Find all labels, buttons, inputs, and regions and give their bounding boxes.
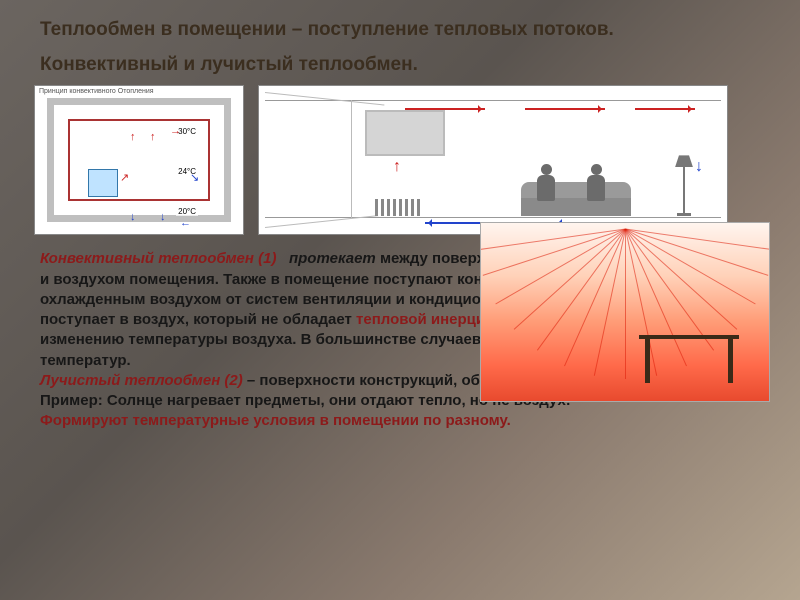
hot-arrow-icon (405, 108, 485, 110)
ray-line (625, 228, 755, 304)
table-silhouette (639, 335, 739, 383)
cold-arrow-icon: ↓ (130, 211, 136, 223)
ray-line (564, 228, 626, 365)
hot-arrow-icon: → (170, 125, 181, 137)
d2-back-wall (351, 100, 352, 218)
d1-room: 30°C 24°C 20°C ↑ ↑ → ↓ ↓ ← ↗ ↘ (68, 119, 210, 201)
cold-arrow-icon: ↓ (160, 211, 166, 223)
d2-perspective-line (265, 92, 384, 106)
conclusion: Формируют температурные условия в помеще… (40, 412, 511, 429)
d2-floor-lamp (675, 155, 693, 216)
table-top (639, 335, 739, 339)
radiant-heat-illustration (480, 222, 770, 402)
cold-arrow-icon: ↓ (695, 158, 703, 176)
lamp-base (677, 213, 691, 216)
hot-arrow-icon (525, 108, 605, 110)
d2-wall-art (365, 110, 445, 156)
table-leg (728, 339, 733, 383)
d1-label-top: Принцип конвективного Отопления (39, 88, 154, 95)
cold-arrow-icon: ← (180, 217, 191, 229)
d2-radiator (375, 199, 421, 216)
person-body (537, 175, 555, 201)
page-title: Теплообмен в помещении – поступление теп… (40, 18, 760, 43)
d2-room: ↑ ↓ (265, 92, 721, 228)
person-head (591, 164, 602, 175)
person-head (541, 164, 552, 175)
lamp-shade (675, 155, 693, 167)
d1-temp-20: 20°C (176, 207, 198, 216)
d2-floor-line (265, 217, 721, 218)
ray-line (495, 228, 625, 304)
ray-line (625, 228, 768, 275)
d2-ceiling-line (265, 100, 721, 101)
d1-window (88, 169, 118, 197)
hot-arrow-icon (635, 108, 695, 110)
d2-person-silhouette (536, 164, 556, 202)
slide: Теплообмен в помещении – поступление теп… (0, 0, 800, 432)
page-subtitle: Конвективный и лучистый теплообмен. (40, 53, 760, 78)
lamp-pole (683, 167, 685, 213)
d2-person-silhouette (586, 164, 606, 202)
hot-arrow-icon: ↑ (130, 131, 136, 143)
hot-arrow-icon: ↗ (120, 171, 129, 184)
p1-lead: Конвективный теплообмен (1) (40, 250, 276, 267)
person-body (587, 175, 605, 201)
p1-verb: протекает (289, 250, 376, 267)
ray-line (625, 228, 770, 250)
cold-arrow-icon: ↘ (190, 171, 199, 184)
p2-lead: Лучистый теплообмен (2) (40, 372, 243, 389)
hot-arrow-icon: ↑ (393, 158, 401, 176)
hot-arrow-icon: ↑ (150, 131, 156, 143)
ray-line (514, 228, 626, 329)
d1-frame: 30°C 24°C 20°C ↑ ↑ → ↓ ↓ ← ↗ ↘ (47, 98, 231, 222)
ray-line (625, 228, 737, 329)
table-leg (645, 339, 650, 383)
ray-line (625, 229, 626, 379)
diagram-row: Принцип конвективного Отопления 30°C 24°… (34, 85, 760, 235)
diagram-convective-temps: Принцип конвективного Отопления 30°C 24°… (34, 85, 244, 235)
diagram-room-airflow: ↑ ↓ (258, 85, 728, 235)
